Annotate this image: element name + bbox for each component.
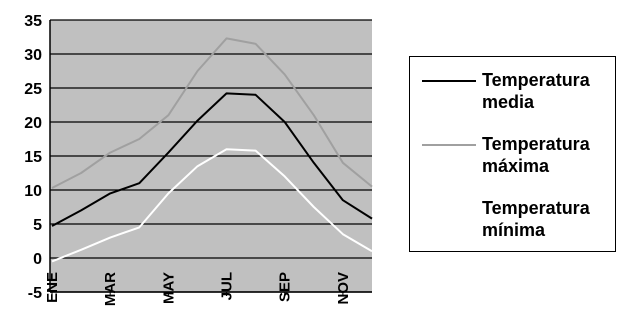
legend-swatch-maxima — [422, 144, 476, 146]
gridlines — [49, 19, 372, 293]
y-tick-label: 20 — [24, 115, 42, 132]
x-tick-label: ENE — [44, 272, 61, 303]
y-tick-label: 0 — [33, 251, 42, 268]
y-tick-label: 15 — [24, 149, 42, 166]
series-line-1 — [51, 37, 373, 189]
legend-item-maxima: Temperatura máxima — [410, 129, 615, 189]
x-tick-label: MAY — [160, 272, 177, 304]
y-tick-label: 5 — [33, 217, 42, 234]
legend-item-minima: Temperatura mínima — [410, 193, 615, 253]
x-tick-label: JUL — [219, 272, 236, 300]
legend-swatch-media — [422, 80, 476, 82]
y-tick-label: 10 — [24, 183, 42, 200]
y-tick-label: 25 — [24, 81, 42, 98]
legend-label-maxima: Temperatura máxima — [482, 134, 590, 176]
y-tick-label: -5 — [28, 285, 42, 302]
y-axis-ticks: 35 30 25 20 15 10 5 0 -5 — [24, 13, 42, 302]
y-tick-label: 35 — [24, 13, 42, 30]
x-tick-label: NOV — [335, 272, 352, 305]
legend-label-minima: Temperatura mínima — [482, 198, 590, 240]
legend-label-media: Temperatura media — [482, 70, 590, 112]
y-tick-label: 30 — [24, 47, 42, 64]
x-tick-label: SEP — [277, 272, 294, 302]
series-line-2 — [51, 148, 373, 263]
legend-swatch-minima — [422, 208, 476, 210]
x-tick-label: MAR — [102, 272, 119, 306]
series-lines — [51, 37, 373, 263]
legend: Temperatura media Temperatura máxima Tem… — [409, 56, 616, 252]
series-line-0 — [51, 92, 373, 227]
x-axis-ticks: ENE MAR MAY JUL SEP NOV — [44, 272, 352, 306]
legend-item-media: Temperatura media — [410, 65, 615, 125]
